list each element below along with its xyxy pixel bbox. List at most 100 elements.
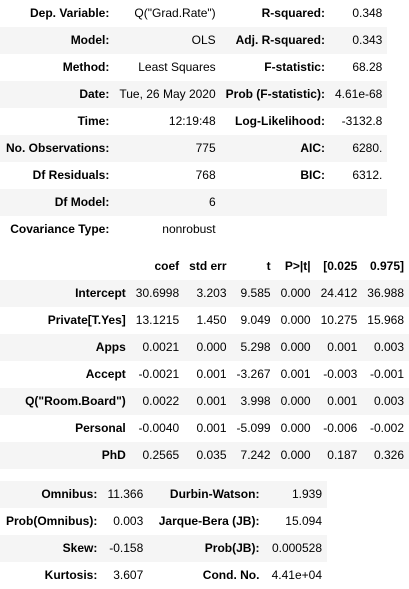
- coef-cell: 9.585: [240, 286, 271, 300]
- coef-cell: 0.001: [327, 394, 358, 408]
- diagnostics-row: Omnibus: 11.366 Durbin-Watson: 1.939: [0, 481, 327, 508]
- coef-cell: 0.000: [280, 340, 311, 354]
- diagnostics-label: Cond. No.: [202, 568, 260, 582]
- summary-value: 768: [195, 168, 216, 182]
- coef-cell: 0.001: [280, 367, 311, 381]
- coef-cell: 3.203: [196, 286, 227, 300]
- coef-cell: 0.001: [196, 421, 227, 435]
- diagnostics-label: Omnibus:: [41, 487, 98, 501]
- summary-label: Log-Likelihood:: [235, 114, 325, 128]
- summary-row: Time: 12:19:48 Log-Likelihood: -3132.8: [0, 108, 387, 135]
- diagnostics-value: 3.607: [113, 568, 144, 582]
- diagnostics-value: 0.003: [113, 514, 144, 528]
- diagnostics-row: Kurtosis: 3.607 Cond. No. 4.41e+04: [0, 562, 327, 589]
- diagnostics-value: 15.094: [285, 514, 322, 528]
- coef-cell: -3.267: [236, 367, 271, 381]
- summary-value: Least Squares: [138, 60, 216, 74]
- summary-row: Date: Tue, 26 May 2020 Prob (F-statistic…: [0, 81, 388, 108]
- summary-value: 68.28: [352, 60, 383, 74]
- coef-cell: 36.988: [367, 286, 404, 300]
- diagnostics-row: Skew: -0.158 Prob(JB): 0.000528: [0, 535, 327, 562]
- summary-label: [221, 189, 330, 216]
- coef-header: coef: [154, 259, 180, 273]
- coef-cell: 15.968: [367, 313, 404, 327]
- summary-value: Q("Grad.Rate"): [134, 6, 216, 20]
- diagnostics-label: Prob(Omnibus):: [6, 514, 98, 528]
- summary-value: Tue, 26 May 2020: [119, 87, 216, 101]
- summary-label: Model:: [70, 33, 110, 47]
- diagnostics-label: Durbin-Watson:: [169, 487, 260, 501]
- coef-row: Apps 0.0021 0.000 5.298 0.000 0.001 0.00…: [0, 334, 409, 361]
- coef-cell: 3.998: [240, 394, 271, 408]
- summary-label: AIC:: [300, 141, 325, 155]
- coef-cell: -0.006: [323, 421, 358, 435]
- coef-header: std err: [189, 259, 227, 273]
- diagnostics-label: Skew:: [62, 541, 98, 555]
- diagnostics-value: 0.000528: [271, 541, 322, 555]
- summary-row: Covariance Type: nonrobust: [0, 216, 387, 243]
- summary-row: Method: Least Squares F-statistic: 68.28: [0, 54, 387, 81]
- summary-label: Method:: [62, 60, 110, 74]
- coef-header: 0.975]: [369, 259, 404, 273]
- diagnostics-value: 1.939: [291, 487, 322, 501]
- summary-row: Model: OLS Adj. R-squared: 0.343: [0, 27, 388, 54]
- coef-cell: -0.002: [369, 421, 404, 435]
- coef-cell: 5.298: [240, 340, 271, 354]
- summary-value: 0.343: [352, 33, 383, 47]
- coefficients-table: coef std err t P>|t| [0.025 0.975] Inter…: [0, 253, 409, 469]
- summary-label: Dep. Variable:: [29, 6, 110, 20]
- summary-value: 6: [208, 195, 216, 209]
- coef-cell: 0.003: [373, 340, 404, 354]
- summary-label: Df Residuals:: [32, 168, 110, 182]
- coef-term: Q("Room.Board"): [25, 394, 126, 408]
- coef-cell: 0.000: [280, 448, 311, 462]
- coef-header: [0.025: [323, 259, 358, 273]
- diagnostics-label: Prob(JB):: [204, 541, 260, 555]
- summary-value: [330, 216, 387, 243]
- summary-label: Df Model:: [54, 195, 110, 209]
- coef-cell: 0.035: [196, 448, 227, 462]
- coef-cell: 0.003: [373, 394, 404, 408]
- coef-row: PhD 0.2565 0.035 7.242 0.000 0.187 0.326: [0, 442, 409, 469]
- summary-label: Prob (F-statistic):: [225, 87, 325, 101]
- coef-cell: 0.000: [280, 394, 311, 408]
- coef-row: Intercept 30.6998 3.203 9.585 0.000 24.4…: [0, 280, 409, 307]
- coef-cell: 7.242: [240, 448, 271, 462]
- coef-cell: 0.2565: [142, 448, 180, 462]
- summary-row: Dep. Variable: Q("Grad.Rate") R-squared:…: [0, 0, 387, 27]
- summary-label: Covariance Type:: [10, 222, 110, 236]
- summary-label: R-squared:: [261, 6, 325, 20]
- diagnostics-row: Prob(Omnibus): 0.003 Jarque-Bera (JB): 1…: [0, 508, 327, 535]
- coef-row: Q("Room.Board") 0.0022 0.001 3.998 0.000…: [0, 388, 409, 415]
- coef-cell: 0.0022: [142, 394, 180, 408]
- diagnostics-label: Jarque-Bera (JB):: [158, 514, 260, 528]
- summary-label: BIC:: [300, 168, 325, 182]
- coef-cell: 0.000: [280, 286, 311, 300]
- summary-value: OLS: [191, 33, 216, 47]
- coef-cell: -0.0021: [138, 367, 180, 381]
- coef-cell: 1.450: [196, 313, 227, 327]
- coef-header: P>|t|: [284, 259, 311, 273]
- coef-cell: 0.0021: [142, 340, 180, 354]
- coef-cell: 10.275: [320, 313, 358, 327]
- summary-value: 775: [195, 141, 216, 155]
- summary-label: No. Observations:: [6, 141, 110, 155]
- coef-cell: 9.049: [240, 313, 271, 327]
- coef-term: Intercept: [75, 286, 126, 300]
- coef-cell: -0.003: [323, 367, 358, 381]
- summary-label: Time:: [77, 114, 110, 128]
- coef-term: Personal: [75, 421, 126, 435]
- coef-cell: 0.000: [280, 313, 311, 327]
- diagnostics-table: Omnibus: 11.366 Durbin-Watson: 1.939 Pro…: [0, 481, 327, 589]
- coef-cell: -5.099: [236, 421, 271, 435]
- summary-value: -3132.8: [341, 114, 383, 128]
- summary-label: Date:: [79, 87, 110, 101]
- diagnostics-value: 11.366: [107, 487, 144, 501]
- summary-label: [221, 216, 330, 243]
- coef-row: Personal -0.0040 0.001 -5.099 0.000 -0.0…: [0, 415, 409, 442]
- summary-row: Df Model: 6: [0, 189, 388, 216]
- coef-cell: 13.1215: [135, 313, 180, 327]
- coef-cell: 0.001: [196, 394, 227, 408]
- coef-header: t: [266, 259, 271, 273]
- coef-cell: -0.001: [369, 367, 404, 381]
